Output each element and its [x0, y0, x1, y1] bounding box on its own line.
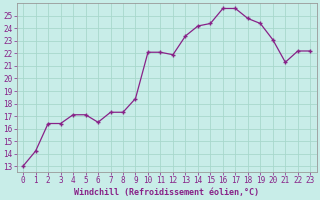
X-axis label: Windchill (Refroidissement éolien,°C): Windchill (Refroidissement éolien,°C) [74, 188, 259, 197]
